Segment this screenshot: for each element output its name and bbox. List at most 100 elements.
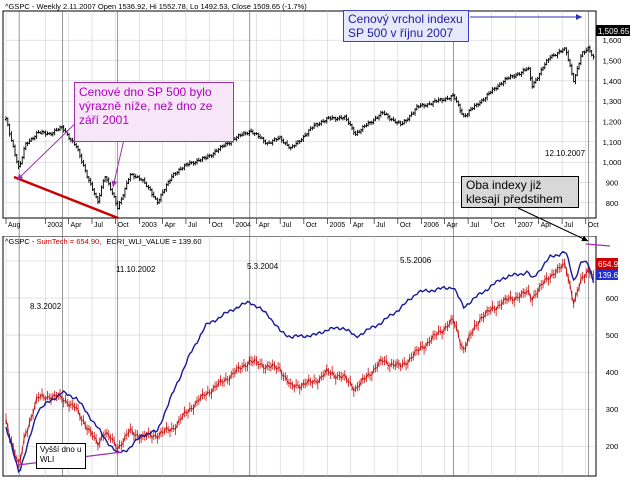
callout-wli-higher-low: Vyšší dno u WLI (36, 443, 86, 469)
ohlc-bar (386, 113, 390, 120)
ohlc-bar (62, 124, 65, 133)
x-tick: Jul (94, 222, 103, 229)
ohlc-bar (199, 158, 202, 163)
ohlc-bar (39, 131, 42, 135)
ohlc-bar (498, 82, 501, 88)
ohlc-bar (30, 137, 33, 142)
ohlc-bar (379, 110, 383, 118)
ohlc-bar (329, 116, 332, 121)
x-tick: Jul (376, 222, 385, 229)
ohlc-bar (541, 66, 545, 72)
ohlc-bar (543, 62, 547, 70)
date-label-4: 5.5.2006 (400, 256, 432, 265)
ohlc-bar (150, 188, 154, 197)
top-y-tick: 1,400 (603, 77, 622, 86)
ohlc-bar (388, 115, 392, 122)
ohlc-bar (94, 192, 98, 199)
ohlc-bar (58, 125, 62, 132)
ohlc-bar (439, 97, 442, 102)
ohlc-bar (53, 128, 56, 136)
ohlc-bar (338, 115, 341, 121)
ohlc-bar (352, 126, 356, 135)
bottom-header-prefix: ^GSPC - (5, 237, 36, 246)
trend-line-right (585, 243, 611, 247)
ohlc-bar (60, 125, 64, 130)
ohlc-bar (10, 131, 13, 142)
x-tick: Jul (188, 222, 197, 229)
indicator-series (5, 250, 595, 474)
ohlc-bar (217, 147, 220, 154)
ohlc-bar (284, 141, 287, 146)
top-y-tick: 800 (606, 199, 619, 208)
ohlc-bar (195, 158, 199, 165)
ohlc-bar (273, 137, 276, 142)
ohlc-bar (529, 67, 532, 81)
sumtech-line (5, 263, 594, 463)
ohlc-bar (574, 74, 577, 85)
ohlc-bar (185, 162, 188, 167)
price-tag-sumtech-bg (596, 258, 618, 269)
ohlc-bar (592, 53, 595, 60)
ohlc-bar (511, 74, 514, 79)
top-y-tick: 1,300 (603, 97, 622, 106)
ohlc-bar (55, 127, 58, 132)
ohlc-bar (458, 103, 462, 114)
ohlc-bar (289, 146, 292, 151)
ohlc-bar (87, 176, 91, 183)
ohlc-bar (105, 176, 109, 183)
x-tick: 2006 (424, 222, 440, 229)
ohlc-bar (8, 123, 11, 137)
ohlc-bar (120, 197, 123, 205)
ohlc-bar (424, 103, 428, 108)
ohlc-bar (233, 136, 237, 141)
x-tick: Apr (259, 222, 271, 229)
bottom-header: ^GSPC - SumTech = 654.90, ECRI_WLI_VALUE… (5, 237, 202, 246)
date-label-top: 12.10.2007 (545, 149, 586, 158)
arrow-indices-falling (517, 207, 589, 242)
ohlc-bar (114, 195, 118, 206)
x-tick: Oct (400, 222, 411, 229)
ohlc-bar (350, 123, 354, 131)
top-y-tick: 1,000 (603, 158, 622, 167)
ohlc-bar (235, 135, 238, 142)
ohlc-bar (358, 129, 361, 134)
ohlc-bar (309, 126, 312, 132)
x-tick: Oct (306, 222, 317, 229)
ohlc-bar (462, 112, 465, 118)
x-tick: Jul (282, 222, 291, 229)
price-tag-sumtech: 654.9 (598, 260, 619, 269)
ohlc-bar (111, 187, 114, 196)
ohlc-bar (503, 76, 507, 84)
ohlc-bar (473, 103, 476, 110)
price-tag-top: 1,509.65 (598, 27, 630, 36)
ohlc-bar (213, 148, 217, 156)
wli-line (5, 250, 595, 474)
trend-line-red (13, 175, 119, 220)
bottom-y-tick: 500 (606, 331, 619, 340)
ohlc-bar (129, 172, 132, 182)
ohlc-bar (347, 117, 350, 125)
ohlc-bar (166, 180, 170, 187)
x-tick: Aug (8, 222, 21, 229)
bottom-header-wli: ECRI_WLI_VALUE = 139.60 (106, 237, 201, 246)
ohlc-bar (563, 47, 566, 51)
ohlc-bar (345, 114, 348, 122)
callout-price-low: Cenové dno SP 500 bylo výrazně níže, než… (74, 82, 234, 142)
ohlc-bar (249, 128, 253, 133)
ohlc-bar (354, 130, 357, 137)
x-tick: Oct (494, 222, 505, 229)
ohlc-bar (44, 130, 47, 137)
ohlc-bar (262, 136, 265, 144)
date-label-3: 5.3.2004 (247, 262, 279, 271)
x-tick: Jul (564, 222, 573, 229)
top-grid (5, 11, 594, 218)
ohlc-bar (35, 130, 38, 140)
ohlc-bar (224, 141, 228, 147)
ohlc-bar (127, 178, 130, 185)
ohlc-bar (321, 118, 325, 123)
ohlc-bar (514, 72, 518, 79)
top-y-tick: 1,200 (603, 118, 622, 127)
ohlc-bar (125, 180, 128, 190)
ohlc-bar (175, 171, 179, 176)
